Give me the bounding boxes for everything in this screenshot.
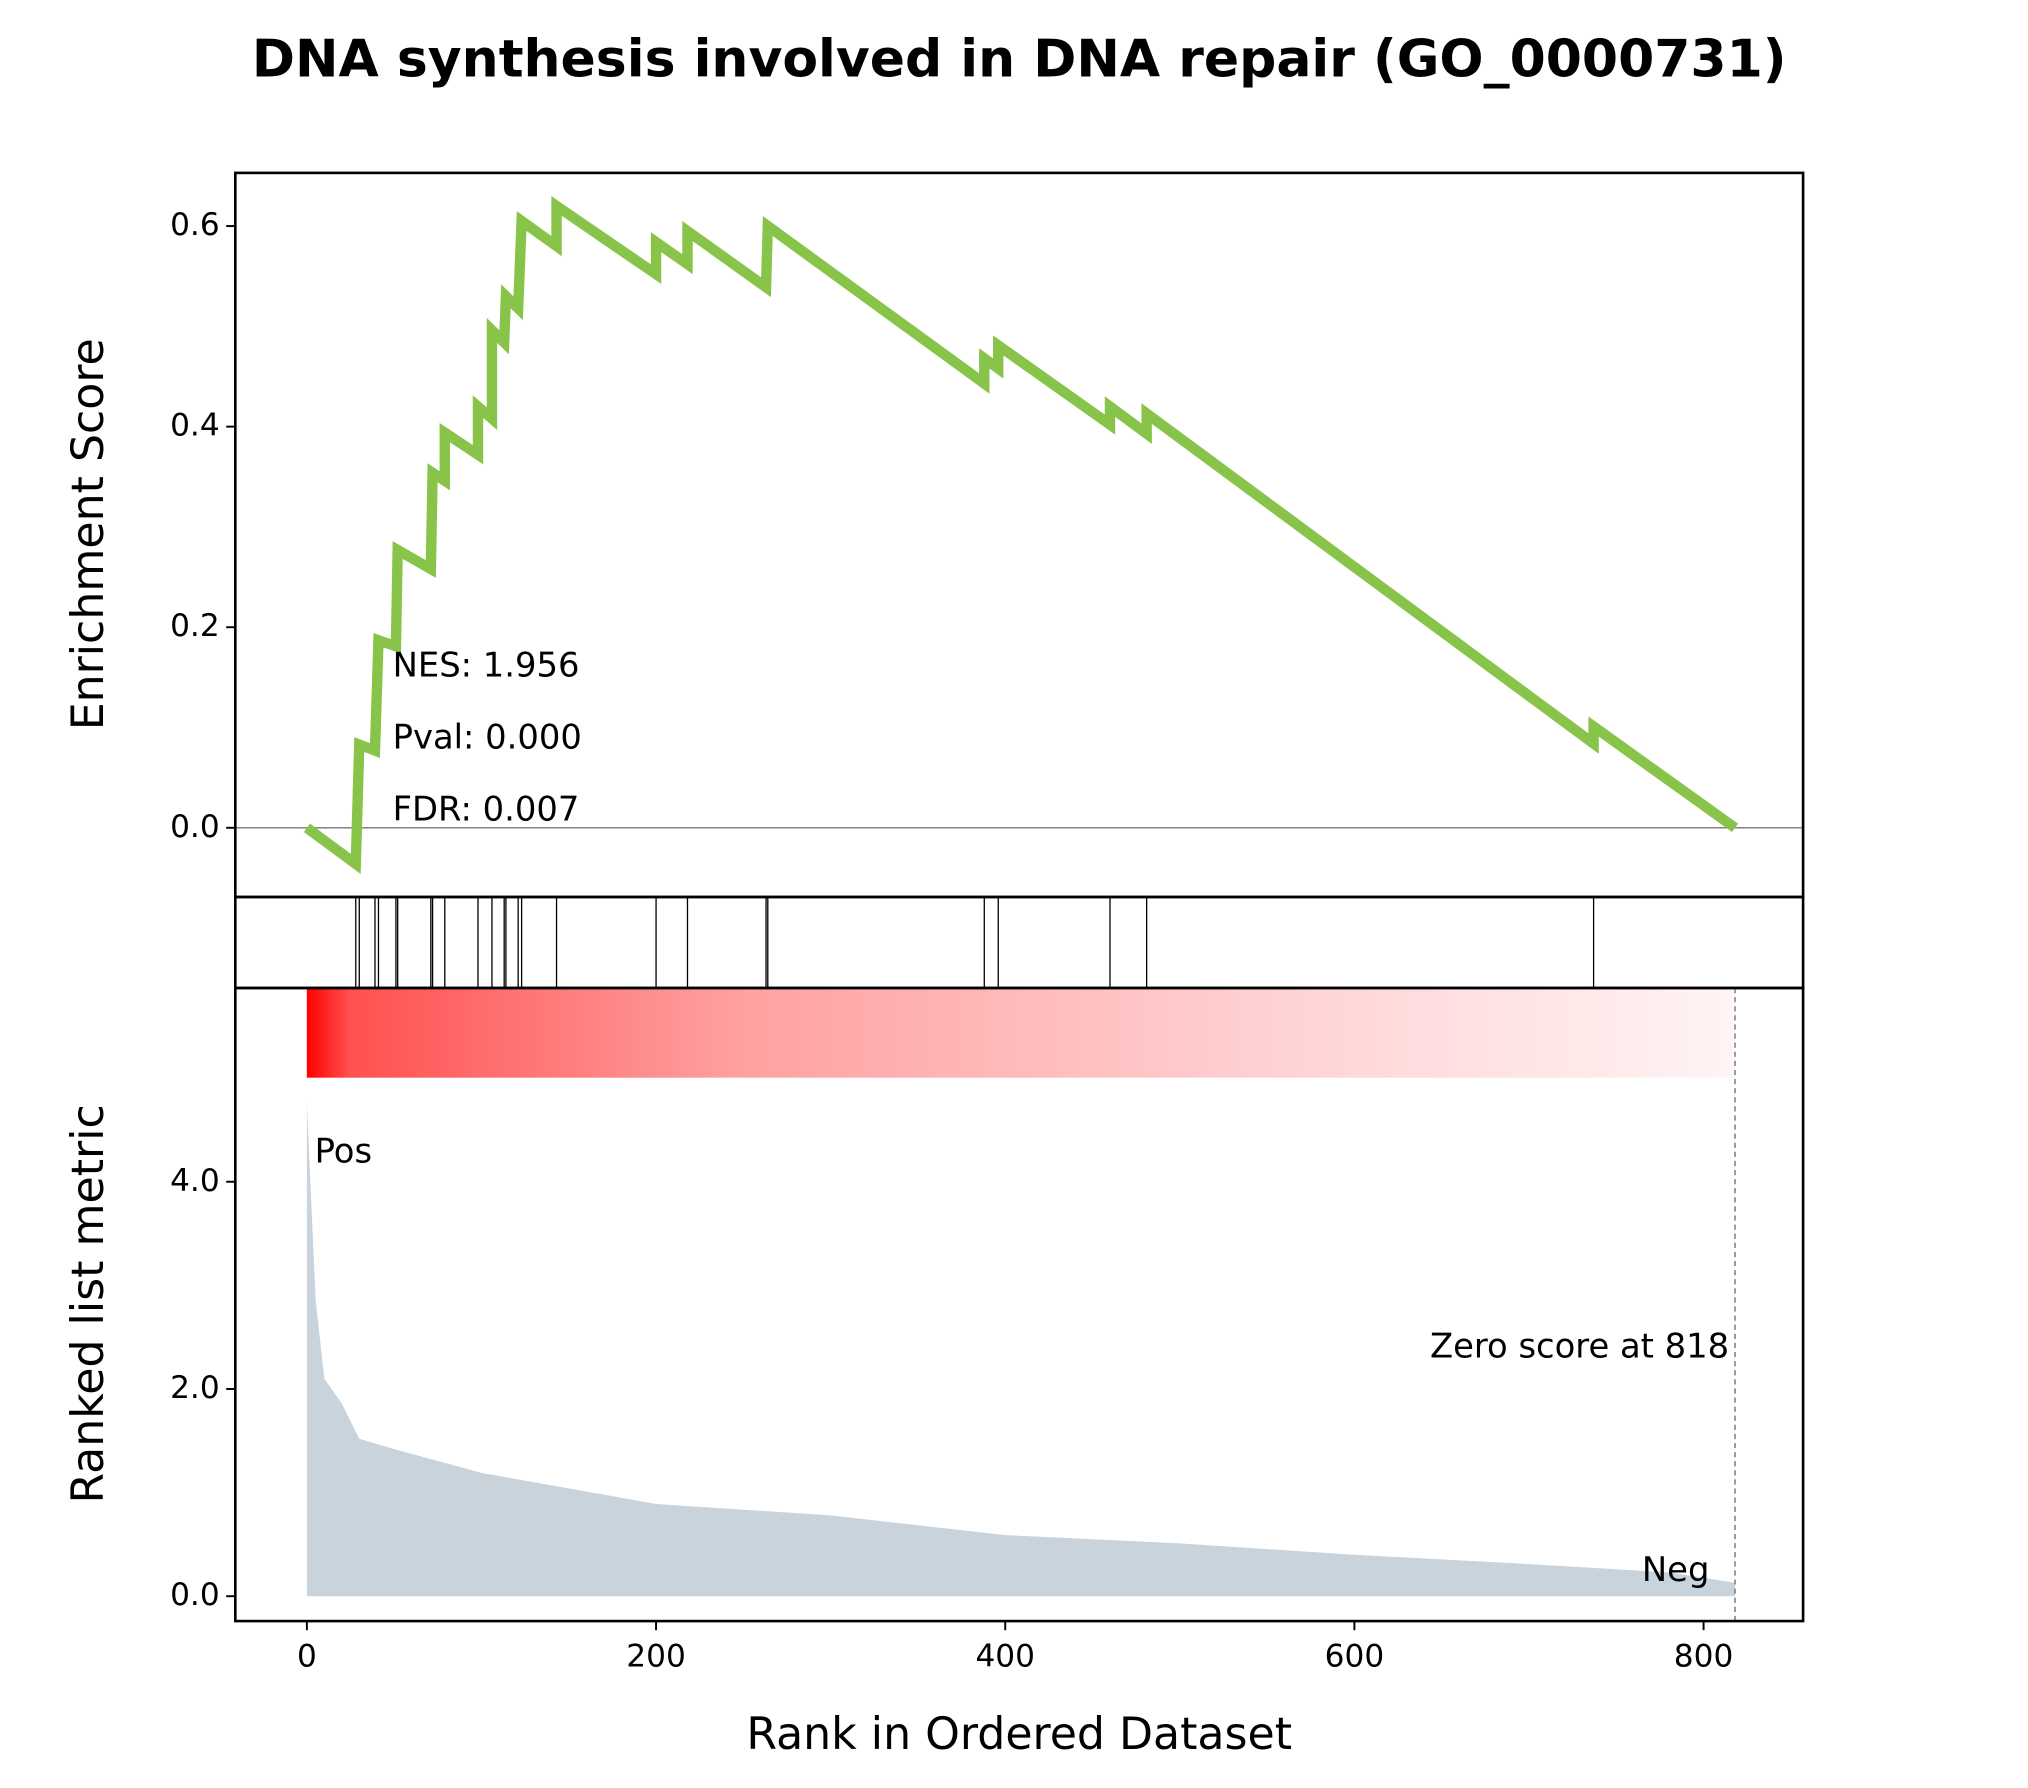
x-tick-label: 200 xyxy=(626,1638,686,1674)
axes-frame xyxy=(234,895,1805,990)
pos-label: Pos xyxy=(315,1132,372,1171)
zero-score-label: Zero score at 818 xyxy=(1430,1327,1729,1366)
axes-frame xyxy=(234,171,1805,899)
chart-title: DNA synthesis involved in DNA repair (GO… xyxy=(252,29,1787,89)
heatmap-strip xyxy=(306,987,1733,1078)
x-tick-label: 600 xyxy=(1325,1638,1385,1674)
neg-label: Neg xyxy=(1642,1550,1710,1589)
stat-annotation: NES: 1.956 xyxy=(393,645,580,684)
x-tick-label: 400 xyxy=(975,1638,1035,1674)
y-tick-label: 0.6 xyxy=(170,207,220,243)
y-axis-label: Ranked list metric xyxy=(63,1104,114,1503)
y-tick-label: 4.0 xyxy=(170,1163,220,1199)
y-tick-label: 0.0 xyxy=(170,809,220,845)
x-axis-label: Rank in Ordered Dataset xyxy=(746,1709,1292,1760)
y-axis-label: Enrichment Score xyxy=(63,338,114,730)
metric-area xyxy=(306,1103,1736,1597)
stat-annotation: Pval: 0.000 xyxy=(393,718,582,757)
enrichment-line xyxy=(303,196,1739,874)
y-tick-label: 0.4 xyxy=(170,408,220,444)
y-tick-label: 0.2 xyxy=(170,608,220,644)
x-tick-label: 0 xyxy=(297,1638,317,1674)
y-tick-label: 2.0 xyxy=(170,1370,220,1406)
stat-annotation: FDR: 0.007 xyxy=(393,790,580,829)
y-tick-label: 0.0 xyxy=(170,1577,220,1613)
axes-frame xyxy=(234,986,1805,1623)
x-tick-label: 800 xyxy=(1674,1638,1734,1674)
